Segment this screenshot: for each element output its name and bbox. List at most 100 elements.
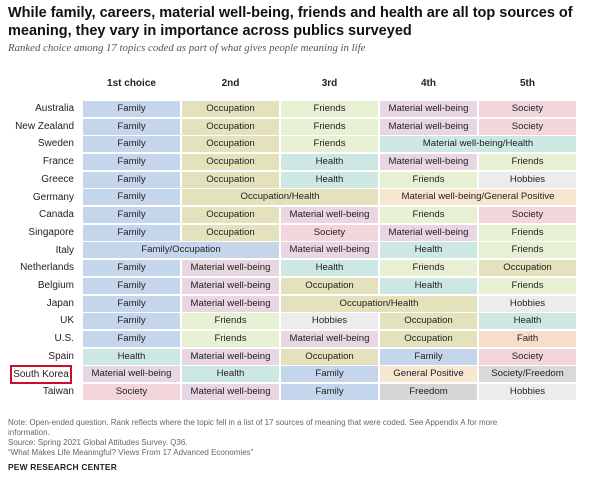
table-cell: Family xyxy=(83,136,180,153)
table-cell: Hobbies xyxy=(479,295,576,312)
table-cell: Occupation/Health xyxy=(182,189,378,206)
row-label: Italy xyxy=(55,244,74,256)
table-cell: Family xyxy=(83,171,180,188)
table-cell: Society xyxy=(281,224,378,241)
table-cell: Occupation xyxy=(182,153,279,170)
table-cell: Occupation xyxy=(182,118,279,135)
table-cell: Society xyxy=(479,207,576,223)
row-label: Singapore xyxy=(28,226,74,238)
table-cell: Hobbies xyxy=(281,313,378,330)
row-label: Sweden xyxy=(37,138,74,150)
table-cell: Material well-being xyxy=(380,224,477,241)
table-cell: Family xyxy=(83,153,180,170)
table-cell: Society/Freedom xyxy=(479,366,576,383)
row-label: Australia xyxy=(35,103,74,114)
table-cell: Society xyxy=(83,384,180,400)
table-cell: Friends xyxy=(380,207,477,223)
row-label: Greece xyxy=(41,173,74,185)
table-cell: Health xyxy=(281,153,378,170)
chart-title: While family, careers, material well-bei… xyxy=(8,5,573,39)
table-cell: Material well-being xyxy=(83,366,180,383)
table-cell: Material well-being xyxy=(281,330,378,347)
table-cell: Friends xyxy=(182,313,279,330)
table-cell: Family xyxy=(281,384,378,400)
table-cell: Friends xyxy=(479,242,576,259)
table-cell: General Positive xyxy=(380,366,477,383)
table-cell: Family/Occupation xyxy=(83,242,279,259)
row-label: Taiwan xyxy=(42,386,74,398)
table-cell: Hobbies xyxy=(479,384,576,400)
table-cell: Material well-being xyxy=(182,277,279,294)
table-cell: Friends xyxy=(479,277,576,294)
table-cell: Health xyxy=(479,313,576,330)
table-cell: Occupation xyxy=(182,171,279,188)
row-label: U.S. xyxy=(54,333,74,345)
table-cell: Friends xyxy=(182,330,279,347)
pew-logo-text: PEW RESEARCH CENTER xyxy=(8,462,117,472)
table-cell: Freedom xyxy=(380,384,477,400)
table-cell: Material well-being xyxy=(182,348,279,365)
table-cell: Health xyxy=(380,277,477,294)
row-label: Netherlands xyxy=(20,262,74,274)
table-cell: Family xyxy=(83,207,180,223)
table-cell: Occupation xyxy=(380,330,477,347)
table-cell: Friends xyxy=(380,171,477,188)
note-line-1: Note: Open-ended question. Rank reflects… xyxy=(8,418,498,427)
table-cell: Family xyxy=(83,277,180,294)
table-cell: Society xyxy=(479,118,576,135)
table-cell: Friends xyxy=(281,100,378,117)
table-cell: Friends xyxy=(281,136,378,153)
column-header: 5th xyxy=(520,78,535,89)
table-cell: Material well-being xyxy=(380,100,477,117)
report-title: “What Makes Life Meaningful? Views From … xyxy=(8,448,254,457)
table-cell: Occupation xyxy=(182,207,279,223)
table-cell: Material well-being xyxy=(182,295,279,312)
table-cell: Material well-being xyxy=(182,260,279,277)
table-cell: Society xyxy=(479,100,576,117)
row-label: Japan xyxy=(46,297,74,309)
table-cell: Family xyxy=(83,189,180,206)
table-cell: Health xyxy=(83,348,180,365)
table-cell: Occupation xyxy=(182,136,279,153)
table-cell: Material well-being xyxy=(380,118,477,135)
table-cell: Material well-being/General Positive xyxy=(380,189,576,206)
column-header: 2nd xyxy=(221,78,240,89)
table-cell: Health xyxy=(182,366,279,383)
note-line-2: information. xyxy=(8,428,50,437)
table-cell: Friends xyxy=(479,153,576,170)
table-cell: Family xyxy=(83,313,180,330)
table-cell: Hobbies xyxy=(479,171,576,188)
table-cell: Material well-being/Health xyxy=(380,136,576,153)
table-cell: Friends xyxy=(479,224,576,241)
table-cell: Family xyxy=(281,366,378,383)
row-label-highlighted: South Korea xyxy=(10,364,72,384)
table-cell: Occupation xyxy=(479,260,576,277)
table-cell: Occupation xyxy=(182,224,279,241)
table-cell: Friends xyxy=(281,118,378,135)
table-cell: Material well-being xyxy=(182,384,279,400)
table-cell: Occupation/Health xyxy=(281,295,477,312)
table-cell: Family xyxy=(83,295,180,312)
table-cell: Occupation xyxy=(281,348,378,365)
table-cell: Health xyxy=(380,242,477,259)
row-label: New Zealand xyxy=(15,120,74,132)
source-line: Source: Spring 2021 Global Attitudes Sur… xyxy=(8,438,188,447)
row-label: Belgium xyxy=(37,280,74,291)
row-label: Canada xyxy=(38,209,74,221)
table-cell: Family xyxy=(83,330,180,347)
table-cell: Family xyxy=(83,100,180,117)
column-header: 1st choice xyxy=(107,78,156,89)
table-cell: Occupation xyxy=(281,277,378,294)
table-cell: Family xyxy=(83,224,180,241)
table-cell: Occupation xyxy=(380,313,477,330)
row-label: Spain xyxy=(48,350,74,362)
table-cell: Material well-being xyxy=(281,242,378,259)
table-cell: Friends xyxy=(380,260,477,277)
table-cell: Family xyxy=(83,260,180,277)
column-header: 4th xyxy=(421,78,436,89)
table-cell: Society xyxy=(479,348,576,365)
table-cell: Material well-being xyxy=(281,207,378,223)
table-cell: Material well-being xyxy=(380,153,477,170)
table-cell: Family xyxy=(83,118,180,135)
row-label: UK xyxy=(60,315,74,327)
